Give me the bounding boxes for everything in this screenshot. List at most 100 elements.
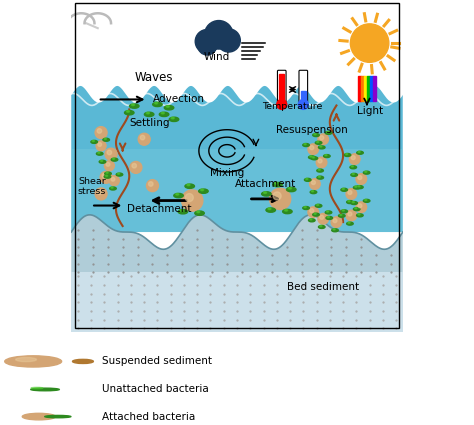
Ellipse shape: [104, 138, 106, 139]
Ellipse shape: [346, 201, 353, 204]
Circle shape: [318, 134, 328, 144]
Bar: [280, 74, 284, 101]
Ellipse shape: [31, 387, 43, 389]
Circle shape: [350, 24, 389, 62]
Polygon shape: [71, 215, 403, 332]
Circle shape: [204, 20, 233, 49]
Circle shape: [105, 148, 117, 160]
Polygon shape: [71, 272, 403, 332]
Ellipse shape: [341, 210, 347, 213]
Circle shape: [138, 133, 150, 145]
Ellipse shape: [283, 210, 292, 214]
Circle shape: [356, 174, 366, 184]
Circle shape: [356, 202, 366, 212]
Circle shape: [277, 99, 287, 109]
Ellipse shape: [324, 155, 330, 158]
Ellipse shape: [309, 219, 315, 222]
Bar: [364, 76, 367, 101]
Ellipse shape: [273, 182, 283, 187]
Text: Light: Light: [356, 106, 383, 116]
Ellipse shape: [96, 152, 103, 155]
Circle shape: [182, 190, 203, 211]
Ellipse shape: [348, 222, 350, 224]
Ellipse shape: [358, 151, 360, 153]
Ellipse shape: [180, 210, 183, 211]
Circle shape: [107, 150, 111, 155]
Ellipse shape: [318, 169, 320, 170]
Ellipse shape: [111, 158, 118, 161]
Ellipse shape: [346, 153, 347, 155]
Ellipse shape: [354, 186, 360, 189]
Ellipse shape: [312, 157, 315, 158]
Ellipse shape: [358, 186, 360, 187]
Ellipse shape: [326, 216, 333, 219]
Circle shape: [333, 218, 337, 223]
Ellipse shape: [109, 187, 116, 190]
Ellipse shape: [195, 211, 204, 215]
Ellipse shape: [129, 104, 139, 108]
Ellipse shape: [348, 201, 350, 202]
Circle shape: [16, 357, 36, 362]
Ellipse shape: [268, 208, 271, 210]
Text: Mixing: Mixing: [210, 168, 244, 178]
Ellipse shape: [351, 201, 357, 204]
Circle shape: [98, 142, 101, 146]
Circle shape: [73, 360, 93, 363]
Ellipse shape: [313, 213, 319, 216]
Text: Suspended sediment: Suspended sediment: [102, 357, 212, 366]
Ellipse shape: [169, 117, 179, 122]
Ellipse shape: [303, 207, 310, 210]
Bar: [358, 76, 361, 101]
Bar: [373, 76, 376, 101]
Circle shape: [319, 136, 324, 140]
Ellipse shape: [352, 173, 354, 175]
Polygon shape: [71, 0, 403, 93]
Text: Temperature: Temperature: [263, 102, 323, 111]
Circle shape: [146, 180, 158, 192]
Ellipse shape: [155, 102, 158, 104]
Bar: [370, 76, 373, 101]
Ellipse shape: [303, 144, 310, 147]
Circle shape: [358, 176, 362, 179]
Text: Attachment: Attachment: [235, 179, 296, 189]
Circle shape: [348, 190, 352, 195]
Circle shape: [349, 154, 360, 164]
Ellipse shape: [319, 225, 325, 229]
Ellipse shape: [131, 104, 135, 106]
Ellipse shape: [118, 173, 119, 174]
Ellipse shape: [284, 210, 288, 211]
Text: Waves: Waves: [134, 71, 173, 84]
Text: Bed sediment: Bed sediment: [287, 282, 359, 292]
Circle shape: [130, 162, 142, 173]
Ellipse shape: [311, 191, 314, 192]
Circle shape: [308, 144, 319, 154]
Ellipse shape: [351, 173, 357, 176]
Ellipse shape: [356, 214, 363, 217]
Ellipse shape: [357, 151, 363, 154]
Ellipse shape: [304, 207, 306, 208]
Ellipse shape: [351, 166, 354, 167]
Ellipse shape: [127, 110, 129, 112]
Ellipse shape: [306, 178, 308, 179]
Ellipse shape: [166, 105, 169, 107]
Circle shape: [348, 212, 352, 216]
Circle shape: [185, 193, 193, 201]
Ellipse shape: [314, 133, 316, 135]
Circle shape: [111, 177, 115, 181]
Ellipse shape: [342, 210, 344, 211]
Circle shape: [132, 164, 137, 168]
Ellipse shape: [153, 102, 162, 107]
Ellipse shape: [340, 214, 342, 215]
Ellipse shape: [317, 169, 323, 172]
Ellipse shape: [105, 172, 111, 175]
Circle shape: [318, 159, 322, 163]
Circle shape: [351, 156, 355, 160]
Circle shape: [148, 182, 153, 186]
Bar: [301, 91, 306, 101]
Ellipse shape: [358, 214, 360, 215]
Ellipse shape: [91, 140, 98, 143]
Ellipse shape: [332, 229, 338, 232]
Ellipse shape: [164, 105, 174, 110]
Text: Shear
stress: Shear stress: [78, 176, 106, 196]
Ellipse shape: [100, 160, 103, 162]
